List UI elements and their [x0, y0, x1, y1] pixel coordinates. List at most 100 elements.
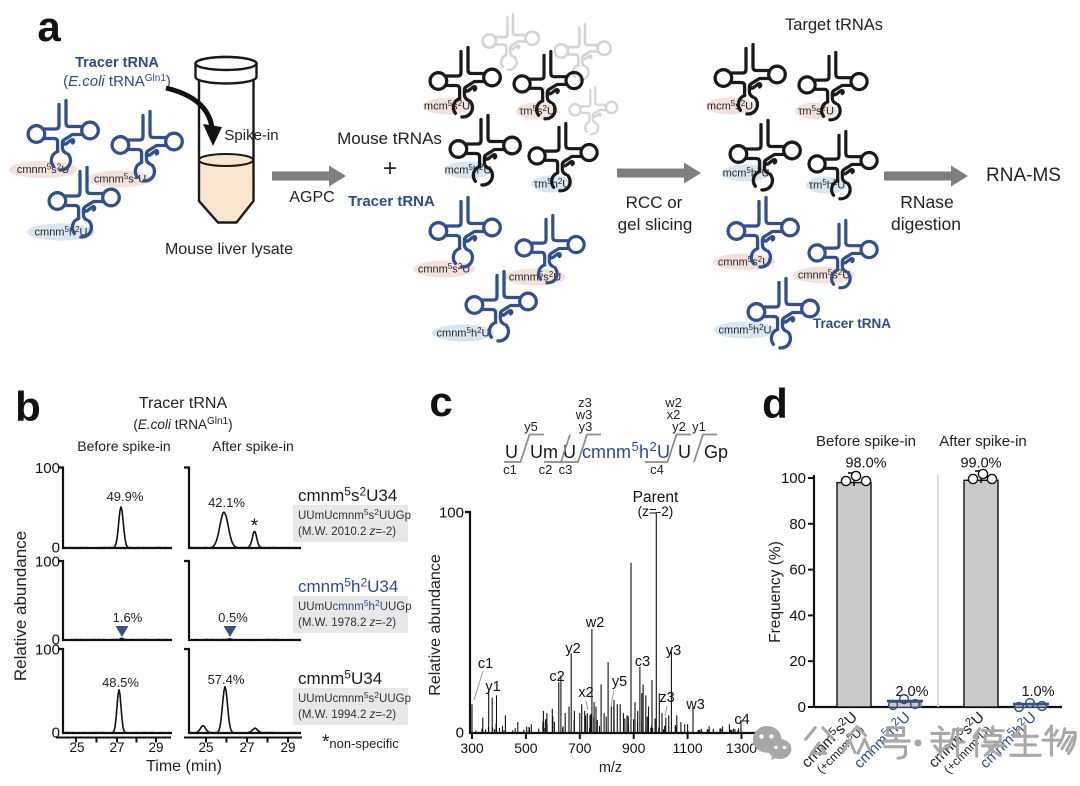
svg-text:29: 29 [148, 740, 163, 755]
svg-text:w3: w3 [685, 697, 705, 713]
svg-text:gel slicing: gel slicing [618, 215, 693, 234]
svg-text:h: h [639, 442, 649, 462]
svg-text:48.5%: 48.5% [102, 675, 139, 690]
svg-text:Gp: Gp [704, 442, 728, 462]
svg-text:Relative abundance: Relative abundance [11, 531, 30, 681]
svg-text:RNase: RNase [900, 192, 954, 212]
svg-text:w2: w2 [664, 395, 682, 410]
svg-text:29: 29 [280, 740, 295, 755]
svg-text:1.0%: 1.0% [1021, 684, 1054, 700]
svg-text:Frequency (%): Frequency (%) [767, 541, 784, 643]
svg-text:*: * [251, 516, 259, 537]
svg-text:τm5h2U: τm5h2U [809, 178, 846, 192]
svg-text:900: 900 [622, 740, 646, 756]
svg-text:42.1%: 42.1% [208, 495, 245, 510]
svg-text:mcm5s2U: mcm5s2U [424, 99, 470, 113]
svg-text:y1: y1 [692, 419, 706, 434]
svg-text:1100: 1100 [673, 740, 703, 756]
svg-text:20: 20 [789, 653, 806, 670]
svg-text:digestion: digestion [891, 214, 961, 234]
svg-text:c1: c1 [478, 656, 493, 672]
svg-text:AGPC: AGPC [289, 189, 334, 206]
svg-text:700: 700 [568, 740, 592, 756]
svg-text:y5: y5 [612, 674, 627, 690]
svg-text:100: 100 [35, 642, 60, 659]
svg-text:0: 0 [52, 540, 60, 557]
svg-text:After spike-in: After spike-in [212, 438, 294, 454]
svg-text:Mouse liver lysate: Mouse liver lysate [165, 241, 293, 258]
svg-text:a: a [37, 3, 61, 50]
svg-text:25: 25 [69, 740, 84, 755]
svg-text:Tracer tRNA: Tracer tRNA [139, 395, 228, 412]
svg-text:RNA-MS: RNA-MS [986, 165, 1061, 186]
svg-text:*non-specific: *non-specific [322, 732, 399, 753]
svg-text:cmnm5h2U: cmnm5h2U [719, 323, 772, 337]
svg-text:cmnm5U34: cmnm5U34 [298, 667, 382, 688]
svg-text:500: 500 [514, 740, 538, 756]
svg-text:z3: z3 [578, 395, 592, 410]
svg-text:U: U [657, 442, 670, 462]
svg-text:c4: c4 [734, 712, 749, 728]
svg-text:+: + [383, 155, 397, 182]
svg-text:c: c [429, 378, 452, 425]
svg-text:25: 25 [198, 740, 213, 755]
svg-text:Tracer tRNA: Tracer tRNA [348, 193, 435, 210]
svg-text:c1: c1 [503, 462, 517, 477]
svg-text:300: 300 [460, 740, 484, 756]
svg-text:c3: c3 [559, 462, 573, 477]
svg-text:y1: y1 [485, 679, 500, 695]
svg-text:100: 100 [35, 554, 60, 571]
svg-text:100: 100 [781, 470, 806, 487]
svg-text:y5: y5 [524, 419, 538, 434]
svg-text:Tracer tRNA: Tracer tRNA [813, 316, 891, 331]
svg-text:U: U [678, 442, 691, 462]
svg-text:w2: w2 [585, 615, 605, 631]
svg-text:x2: x2 [667, 407, 681, 422]
svg-text:Relative abundance: Relative abundance [427, 554, 444, 696]
svg-text:(E.coli tRNAGln1): (E.coli tRNAGln1) [63, 73, 171, 90]
svg-text:UUmUcmnm5s2UUGp: UUmUcmnm5s2UUGp [298, 507, 411, 522]
svg-text:(z=-2): (z=-2) [638, 504, 674, 519]
svg-text:b: b [15, 383, 41, 430]
svg-text:y3: y3 [666, 643, 681, 659]
svg-text:z3: z3 [659, 690, 674, 706]
svg-text:y3: y3 [579, 419, 593, 434]
svg-text:27: 27 [109, 740, 124, 755]
svg-text:τm5s2U: τm5s2U [798, 104, 834, 118]
svg-text:Target tRNAs: Target tRNAs [785, 16, 883, 34]
svg-text:1.6%: 1.6% [113, 610, 143, 625]
svg-text:RCC or: RCC or [626, 193, 683, 212]
svg-text:Spike-in: Spike-in [224, 127, 278, 144]
svg-text:2.0%: 2.0% [895, 684, 928, 700]
svg-text:0: 0 [52, 632, 60, 649]
svg-text:c2: c2 [539, 462, 553, 477]
svg-text:x2: x2 [578, 685, 593, 701]
svg-text:mcm5s2U: mcm5s2U [707, 99, 753, 113]
svg-text:Tracer tRNA: Tracer tRNA [75, 55, 159, 71]
svg-text:cmnm5s2U: cmnm5s2U [798, 268, 850, 282]
svg-text:c4: c4 [650, 462, 664, 477]
svg-text:cmnm5h2U34: cmnm5h2U34 [298, 575, 398, 596]
svg-text:w3: w3 [575, 407, 593, 422]
svg-text:(M.W. 2010.2 z=-2): (M.W. 2010.2 z=-2) [298, 526, 396, 538]
svg-text:cmnm: cmnm [582, 442, 631, 462]
svg-text:y2: y2 [672, 419, 686, 434]
svg-text:cmnm5s2U34: cmnm5s2U34 [298, 484, 397, 505]
svg-text:60: 60 [789, 562, 806, 579]
svg-text:0: 0 [798, 699, 806, 716]
svg-text:(M.W. 1994.2 z=-2): (M.W. 1994.2 z=-2) [298, 709, 396, 721]
svg-text:UUmUcmnm5s2UUGp: UUmUcmnm5s2UUGp [298, 690, 411, 705]
svg-text:80: 80 [789, 516, 806, 533]
svg-text:d: d [762, 380, 788, 427]
svg-text:mcm5h2U: mcm5h2U [723, 166, 770, 180]
svg-text:0: 0 [52, 725, 60, 742]
svg-text:57.4%: 57.4% [208, 672, 245, 687]
svg-text:27: 27 [239, 740, 254, 755]
svg-text:99.0%: 99.0% [960, 456, 1001, 472]
svg-text:5: 5 [632, 439, 639, 454]
svg-text:1300: 1300 [726, 740, 757, 756]
svg-text:100: 100 [35, 460, 60, 477]
svg-text:0: 0 [456, 725, 464, 742]
svg-text:40: 40 [789, 607, 806, 624]
svg-text:U: U [505, 442, 518, 462]
